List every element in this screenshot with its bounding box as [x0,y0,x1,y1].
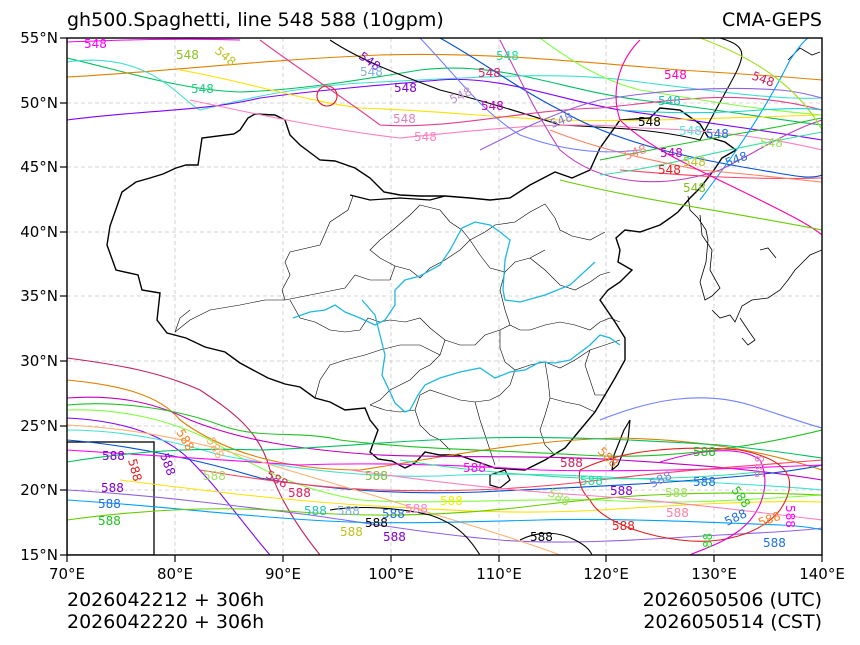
contour-label: 588 [304,504,327,518]
init-time-utc: 2026042212 + 306h [67,589,265,611]
x-tick-80e: 80°E [156,565,194,583]
contour-label: 588 [693,475,716,489]
contour-label: 548 [660,146,683,160]
contour-label: 548 [638,115,661,129]
contour-label: 588 [337,504,360,518]
contour-label: 548 [360,65,383,79]
contour-label: 588 [560,456,583,470]
x-tick-110e: 110°E [476,565,522,583]
rivers [292,221,621,413]
model-name: CMA-GEPS [721,9,822,31]
contour-label: 588 [666,506,689,520]
contour-label: 548 [750,69,776,90]
map-title: gh500.Spaghetti, line 548 588 (10gpm) [67,9,444,31]
y-tick-45n: 45°N [20,158,58,176]
y-tick-30n: 30°N [20,352,58,370]
taiwan [611,419,631,472]
y-tick-50n: 50°N [20,94,58,112]
contour-label: 588 [383,530,406,544]
contour-label: 548 [658,163,681,177]
contour-label: 588 [98,497,121,511]
contour-label: 548 [760,136,783,150]
contour-label: 588 [440,494,463,508]
contour-label: 88 [701,533,715,548]
x-tick-140e: 140°E [799,565,845,583]
contour-label: 588 [612,519,635,533]
contour-label: 588 [101,481,124,495]
contour-label: 548 [683,181,706,195]
contour-label: 548 [478,66,501,80]
contour-label: 588 [203,435,227,462]
y-tick-25n: 25°N [20,417,58,435]
contour-label: 588 [203,469,226,483]
init-time-cst: 2026042220 + 306h [67,611,265,633]
contour-label: 588 [125,457,144,483]
contour-label: 548 [496,49,519,63]
contour-label: 548 [414,130,437,144]
x-tick-90e: 90°E [264,565,302,583]
south-china-sea-inset [67,441,155,555]
contour-label: 588 [157,451,178,477]
contour-label: 588 [783,505,797,528]
contour-label: 548 [191,82,214,96]
y-tick-20n: 20°N [20,481,58,499]
contour-label: 548 [212,44,239,69]
contour-label: 548 [176,48,199,62]
contours-548 [67,38,822,236]
y-tick-40n: 40°N [20,223,58,241]
contour-label: 588 [288,486,311,500]
contour-label: 588 [753,455,767,478]
contour-label: 588 [98,514,121,528]
china-boundary [106,107,738,471]
axis-ticks [60,37,823,562]
valid-time-utc: 2026050506 (UTC) [642,589,822,611]
contour-label: 588 [382,507,405,521]
contour-label: 548 [548,110,574,131]
y-tick-15n: 15°N [20,546,58,564]
labels-548: 548 548 548 548 548 548 548 548 548 548 … [84,37,783,195]
contour-label: 588 [546,485,573,509]
valid-time-block: 2026050506 (UTC) 2026050514 (CST) [643,589,822,633]
x-tick-130e: 130°E [691,565,737,583]
contours-588 [67,357,822,555]
contour-label: 548 [706,127,729,141]
contour-label: 588 [580,474,603,488]
contour-label: 548 [723,149,749,170]
contour-label: 588 [610,484,633,498]
contour-label: 588 [693,445,716,459]
x-tick-70e: 70°E [48,565,86,583]
coastlines [687,47,822,346]
contour-label: 548 [394,81,417,95]
contour-label: 588 [405,502,428,516]
init-time-block: 2026042212 + 306h 2026042220 + 306h [67,589,264,633]
province-boundaries [174,195,621,466]
contour-label: 588 [530,530,553,544]
contour-label: 588 [365,516,388,530]
contour-label: 548 [481,99,504,113]
contour-label: 588 [365,469,388,483]
contour-label: 548 [664,68,687,82]
y-tick-35n: 35°N [20,287,58,305]
contour-label: 548 [679,124,702,138]
contour-label: 548 [393,112,416,126]
contour-label: 548 [683,155,706,169]
contour-label: 548 [658,94,681,108]
contour-label: 588 [102,449,125,463]
hainan [489,469,511,489]
x-tick-120e: 120°E [583,565,629,583]
x-tick-100e: 100°E [368,565,414,583]
contour-label: 588 [665,486,688,500]
contour-label: 588 [463,461,486,475]
contour-label: 548 [84,37,107,51]
contour-label: 548 [622,142,648,163]
valid-time-cst: 2026050514 (CST) [643,611,822,633]
contour-label: 588 [340,525,363,539]
contour-label: 588 [763,536,786,550]
y-tick-55n: 55°N [20,29,58,47]
